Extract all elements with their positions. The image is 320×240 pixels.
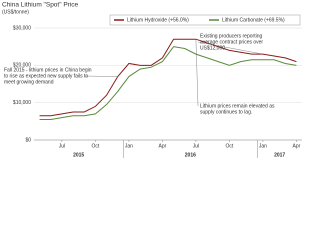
y-tick-label: $20,000 [13,63,31,69]
x-tick-label: Apr [293,143,301,149]
annotation: US$12,000 [200,45,225,51]
chart-title: China Lithium "Spot" Price [2,2,79,9]
x-tick-label: Jan [125,143,133,149]
y-tick-label: $30,000 [13,25,31,31]
y-tick-label: $0 [25,137,31,143]
annotation-leader [195,39,199,107]
series-line [39,46,297,120]
x-tick-label: Jul [59,143,65,149]
annotation: meet growing demand [4,79,54,85]
y-tick-label: $10,000 [13,100,31,106]
x-tick-label: Jul [193,143,199,149]
year-label: 2016 [185,152,196,158]
x-tick-label: Jan [259,143,267,149]
annotation: to rise as expected new supply fails to [4,73,88,79]
series-line [39,38,297,117]
annotation: average contract prices over [200,39,263,45]
chart: China Lithium "Spot" Price (US$/tonne) $… [2,2,302,158]
x-tick-label: Apr [159,143,167,149]
annotation-leader [83,75,118,77]
year-label: 2017 [274,152,285,158]
legend-box [109,14,301,26]
annotation: supply continues to lag. [200,109,252,115]
x-tick-label: Oct [92,143,100,149]
annotation-leader [197,41,263,55]
annotation: Fall 2015 - lithium prices in China begi… [4,67,92,73]
x-tick-label: Oct [226,143,234,149]
legend-label: Lithium Hydroxide (+56.0%) [127,17,189,23]
chart-subtitle: (US$/tonne) [2,9,29,15]
annotation: Existing producers reporting [200,33,262,39]
legend-label: Lithium Carbonate (+69.5%) [222,17,285,23]
year-label: 2015 [73,152,84,158]
annotation: Lithium prices remain elevated as [200,103,275,109]
